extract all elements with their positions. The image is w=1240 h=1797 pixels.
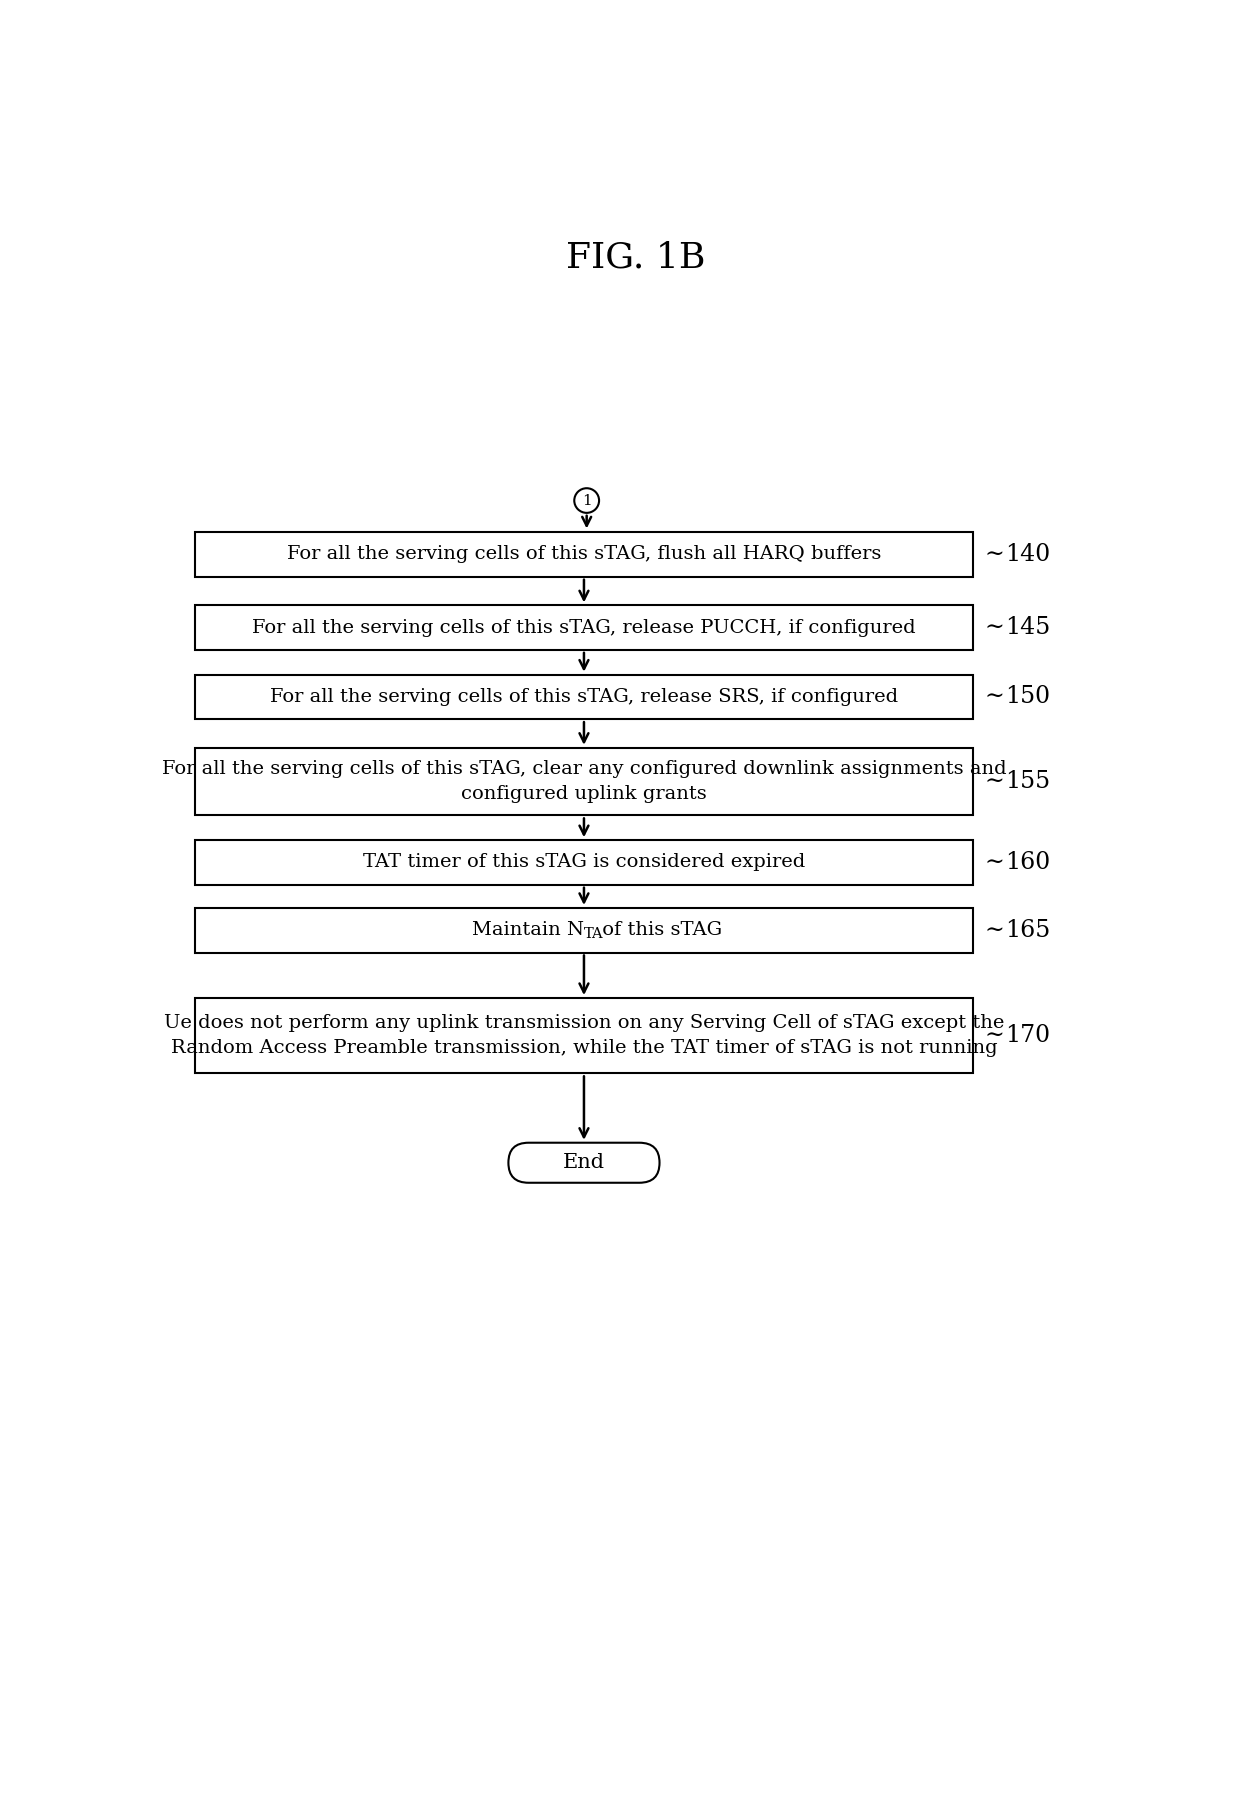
FancyBboxPatch shape: [196, 674, 972, 719]
Text: ∼: ∼: [985, 852, 1004, 873]
FancyBboxPatch shape: [196, 907, 972, 952]
Text: FIG. 1B: FIG. 1B: [565, 241, 706, 275]
Text: 160: 160: [1006, 852, 1050, 873]
Text: For all the serving cells of this sTAG, clear any configured downlink assignment: For all the serving cells of this sTAG, …: [161, 760, 1007, 803]
Text: For all the serving cells of this sTAG, release PUCCH, if configured: For all the serving cells of this sTAG, …: [252, 618, 916, 636]
Text: ∼: ∼: [985, 771, 1004, 792]
Text: ∼: ∼: [985, 685, 1004, 708]
Text: TA: TA: [584, 927, 604, 942]
FancyBboxPatch shape: [508, 1143, 660, 1182]
Text: ∼: ∼: [985, 543, 1004, 566]
Text: ∼: ∼: [985, 616, 1004, 640]
Text: 155: 155: [1006, 771, 1050, 792]
Text: ∼: ∼: [985, 918, 1004, 942]
Text: For all the serving cells of this sTAG, flush all HARQ buffers: For all the serving cells of this sTAG, …: [286, 546, 882, 564]
Text: End: End: [563, 1154, 605, 1172]
Text: TAT timer of this sTAG is considered expired: TAT timer of this sTAG is considered exp…: [363, 854, 805, 872]
Text: For all the serving cells of this sTAG, release SRS, if configured: For all the serving cells of this sTAG, …: [270, 688, 898, 706]
Text: 145: 145: [1006, 616, 1050, 640]
Text: 1: 1: [582, 494, 591, 507]
Text: 170: 170: [1006, 1024, 1050, 1048]
FancyBboxPatch shape: [196, 532, 972, 577]
Text: 165: 165: [1006, 918, 1050, 942]
FancyBboxPatch shape: [196, 997, 972, 1073]
Text: Ue does not perform any uplink transmission on any Serving Cell of sTAG except t: Ue does not perform any uplink transmiss…: [164, 1014, 1004, 1057]
Text: Maintain N: Maintain N: [472, 922, 584, 940]
Text: ∼: ∼: [985, 1024, 1004, 1048]
FancyBboxPatch shape: [196, 841, 972, 884]
Text: of this sTAG: of this sTAG: [596, 922, 723, 940]
FancyBboxPatch shape: [196, 748, 972, 816]
Text: 140: 140: [1006, 543, 1050, 566]
FancyBboxPatch shape: [196, 606, 972, 651]
Text: 150: 150: [1006, 685, 1050, 708]
